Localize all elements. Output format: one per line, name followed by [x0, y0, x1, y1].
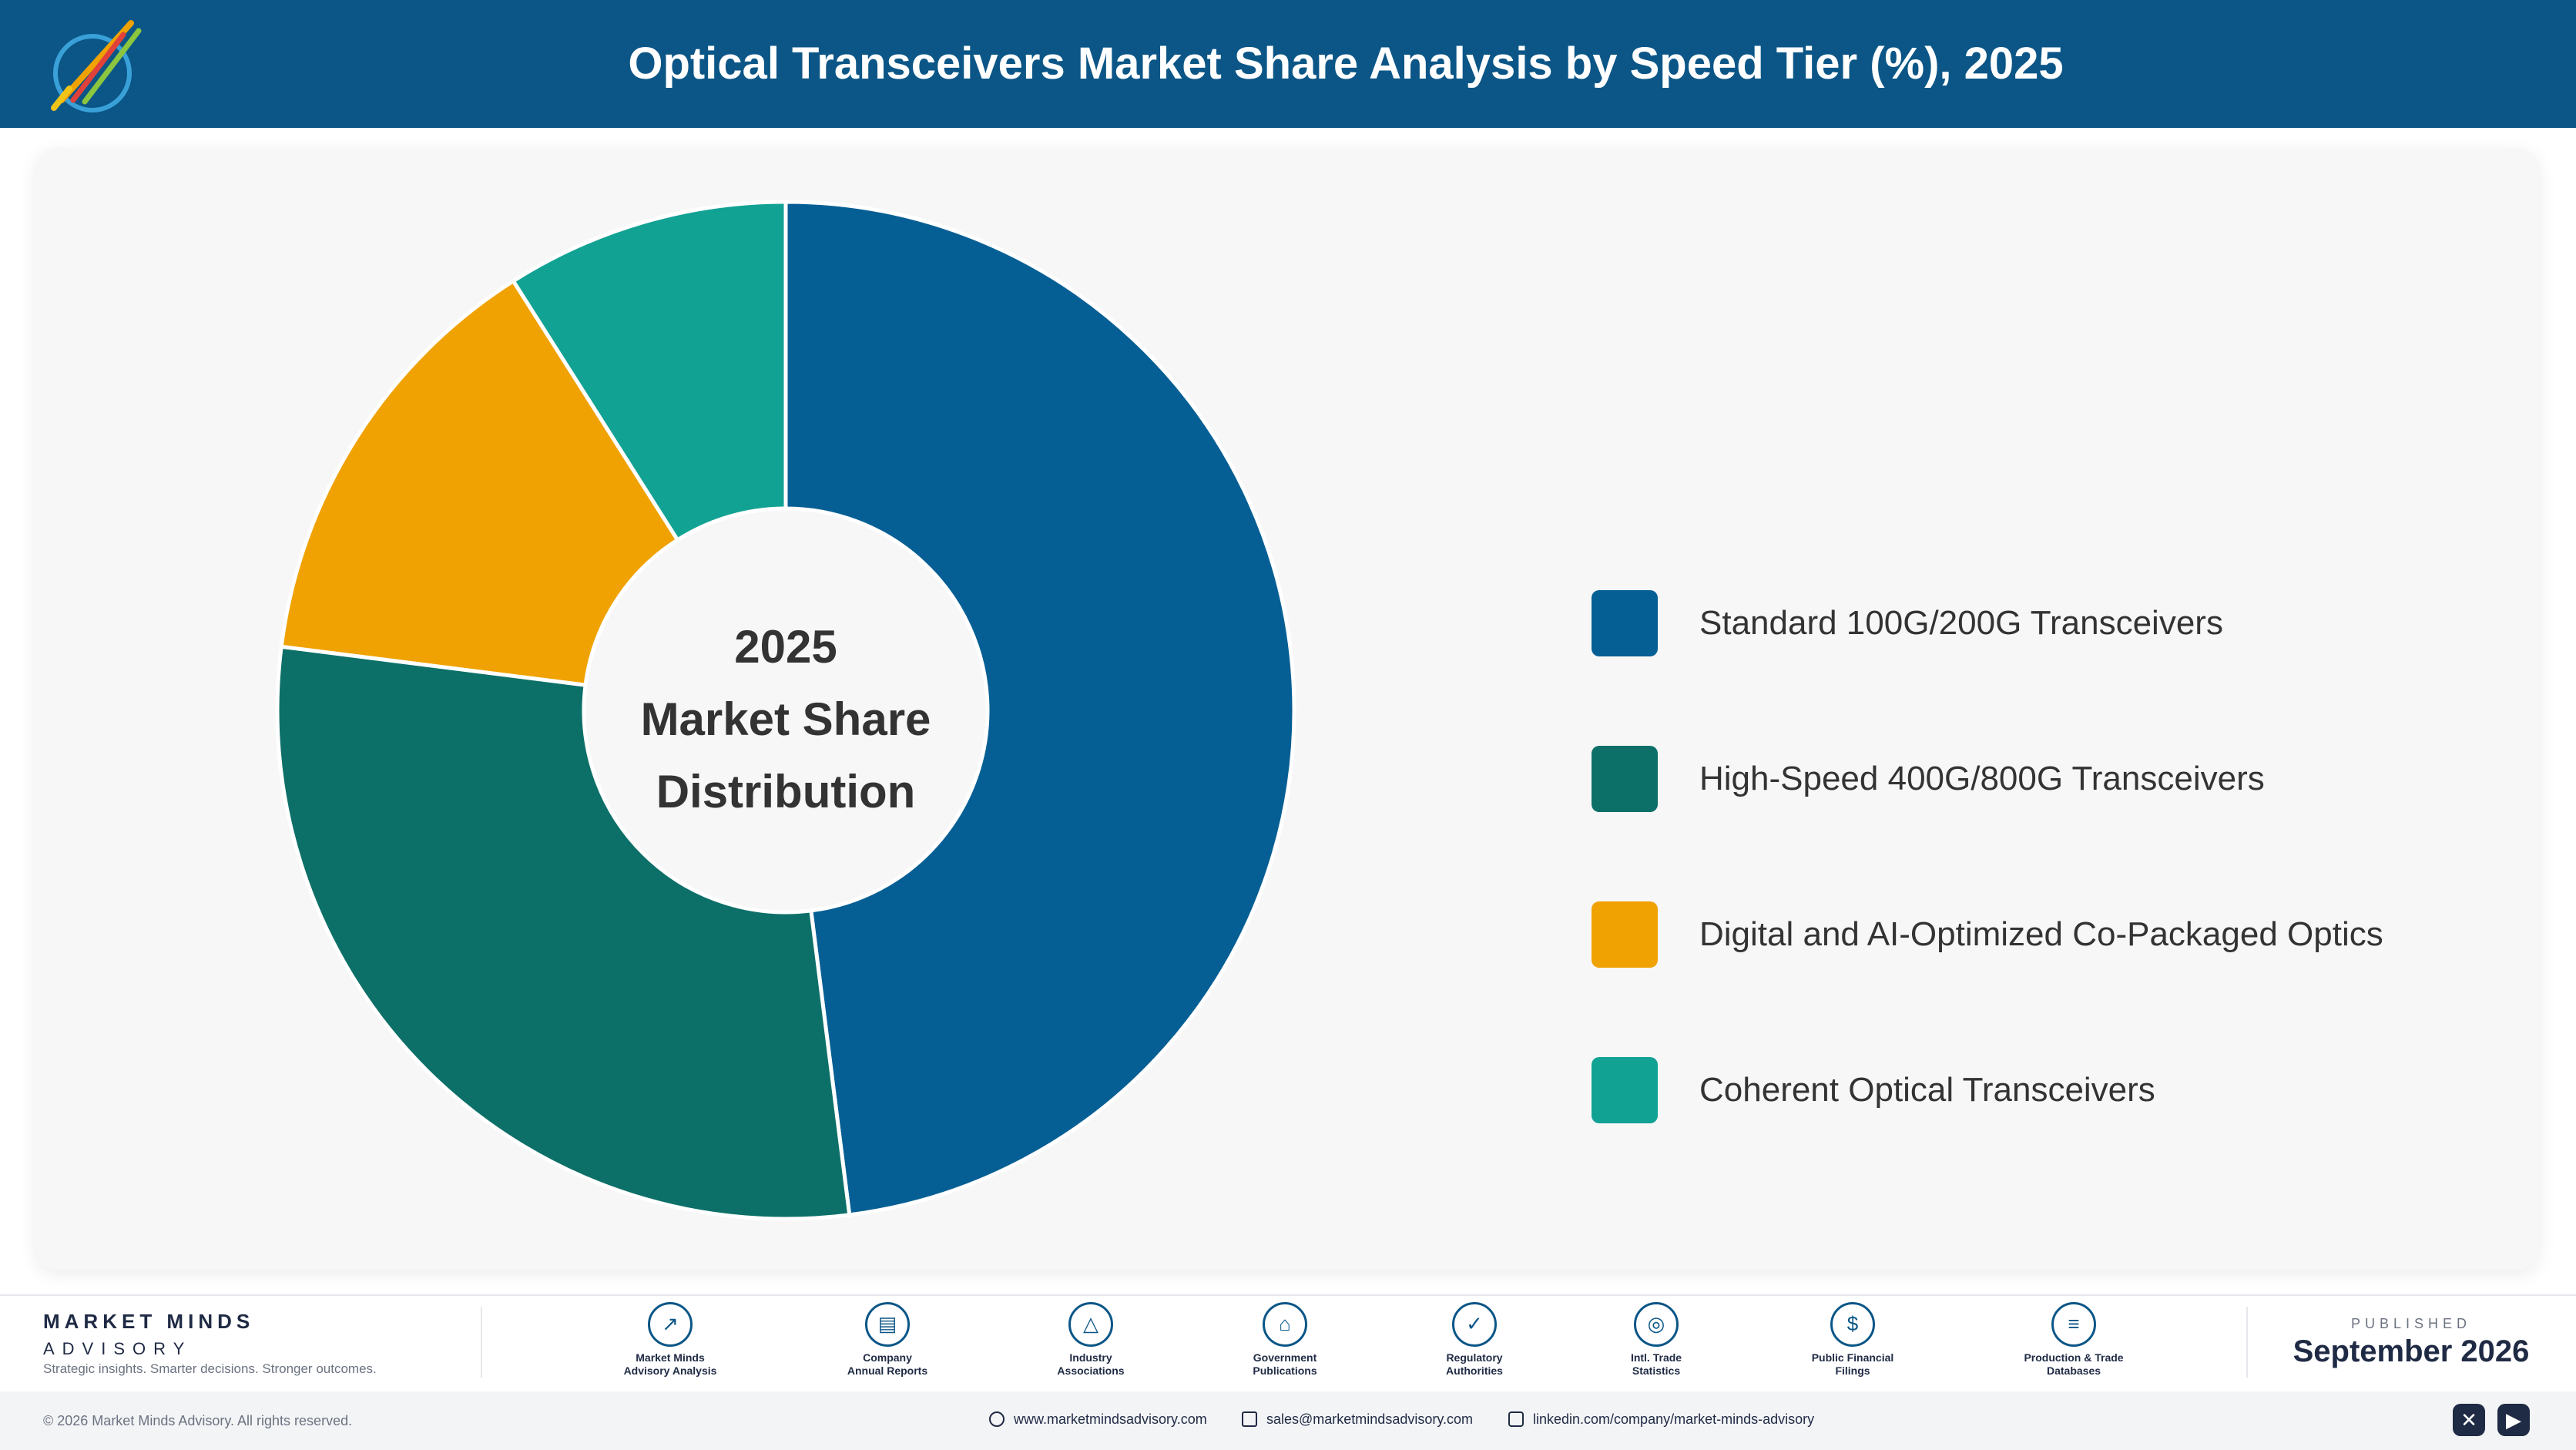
center-label-line-3: Distribution: [656, 766, 916, 817]
brand-name: MARKET MINDS: [43, 1310, 255, 1333]
source-label: Production & Trade Databases: [2024, 1351, 2124, 1377]
database-icon: ≡: [2051, 1302, 2096, 1347]
network-icon: △: [1068, 1302, 1113, 1347]
source-label: Industry Associations: [1057, 1351, 1125, 1377]
government-icon: ⌂: [1263, 1302, 1307, 1347]
source-item: ≡ Production & Trade Databases: [1989, 1302, 2158, 1378]
published-label: PUBLISHED: [2350, 1316, 2472, 1331]
shield-icon: ✓: [1452, 1302, 1497, 1347]
website-link[interactable]: www.marketmindsadvisory.com: [989, 1411, 1207, 1428]
source-item: ↗ Market Minds Advisory Analysis: [585, 1302, 755, 1378]
center-label-line-1: 2025: [734, 621, 837, 673]
donut-chart: 2025 Market Share Distribution: [275, 200, 1296, 1221]
legend-item: Coherent Optical Transceivers: [1592, 1057, 2516, 1123]
dollar-icon: $: [1830, 1302, 1875, 1347]
footer-separator: [2246, 1307, 2248, 1378]
bottom-bar: [0, 1391, 2576, 1450]
brand-tagline: Strategic insights. Smarter decisions. S…: [43, 1361, 377, 1376]
globe-icon: ◎: [1634, 1302, 1679, 1347]
legend-swatch: [1592, 746, 1658, 812]
linkedin-text: linkedin.com/company/market-minds-adviso…: [1533, 1411, 1815, 1427]
slice-4: [510, 200, 788, 543]
source-label: Market Minds Advisory Analysis: [623, 1351, 717, 1377]
source-item: ◎ Intl. Trade Statistics: [1571, 1302, 1741, 1378]
legend-label: Standard 100G/200G Transceivers: [1699, 604, 2223, 642]
legend-swatch: [1592, 1057, 1658, 1123]
email-link[interactable]: sales@marketmindsadvisory.com: [1242, 1411, 1473, 1428]
center-label-line-2: Market Share: [641, 693, 931, 745]
chart-line-icon: ↗: [648, 1302, 693, 1347]
legend-label: Coherent Optical Transceivers: [1699, 1071, 2155, 1109]
slice-3: [279, 278, 681, 687]
legend-label: Digital and AI-Optimized Co-Packaged Opt…: [1699, 915, 2383, 953]
source-item: ✓ Regulatory Authorities: [1390, 1302, 1559, 1378]
slice-2: [275, 644, 852, 1221]
email-text: sales@marketmindsadvisory.com: [1266, 1411, 1474, 1427]
youtube-icon[interactable]: ▶: [2497, 1404, 2530, 1436]
header: Optical Transceivers Market Share Analys…: [0, 0, 2576, 128]
source-label: Regulatory Authorities: [1446, 1351, 1503, 1377]
mail-icon: [1242, 1411, 1257, 1427]
source-item: △ Industry Associations: [1006, 1302, 1176, 1378]
x-twitter-icon[interactable]: ✕: [2453, 1404, 2485, 1436]
legend-item: Standard 100G/200G Transceivers: [1592, 590, 2516, 656]
brand-sub: ADVISORY: [43, 1339, 193, 1358]
legend-swatch: [1592, 901, 1658, 968]
copyright: © 2026 Market Minds Advisory. All rights…: [43, 1413, 353, 1428]
source-item: ▤ Company Annual Reports: [803, 1302, 972, 1378]
source-item: ⌂ Government Publications: [1200, 1302, 1370, 1378]
slice-1: [783, 200, 1296, 1217]
published-date: September 2026: [2293, 1334, 2530, 1368]
linkedin-icon: [1508, 1411, 1524, 1427]
linkedin-link[interactable]: linkedin.com/company/market-minds-adviso…: [1508, 1411, 1814, 1428]
footer-separator: [481, 1307, 482, 1378]
source-item: $ Public Financial Filings: [1768, 1302, 1937, 1378]
page-title: Optical Transceivers Market Share Analys…: [628, 39, 2064, 89]
document-icon: ▤: [865, 1302, 910, 1347]
chart-card: 2025 Market Share Distribution Standard 10…: [35, 148, 2539, 1270]
legend-swatch: [1592, 590, 1658, 656]
website-text: www.marketmindsadvisory.com: [1014, 1411, 1207, 1427]
legend-item: Digital and AI-Optimized Co-Packaged Opt…: [1592, 901, 2516, 968]
globe-icon: [989, 1411, 1005, 1427]
source-label: Public Financial Filings: [1811, 1351, 1894, 1377]
legend-item: High-Speed 400G/800G Transceivers: [1592, 746, 2516, 812]
source-label: Company Annual Reports: [847, 1351, 928, 1377]
legend-label: High-Speed 400G/800G Transceivers: [1699, 760, 2265, 797]
logo-icon: [51, 20, 142, 112]
source-label: Intl. Trade Statistics: [1630, 1351, 1682, 1377]
footer-divider: [0, 1294, 2576, 1296]
source-label: Government Publications: [1253, 1351, 1317, 1377]
